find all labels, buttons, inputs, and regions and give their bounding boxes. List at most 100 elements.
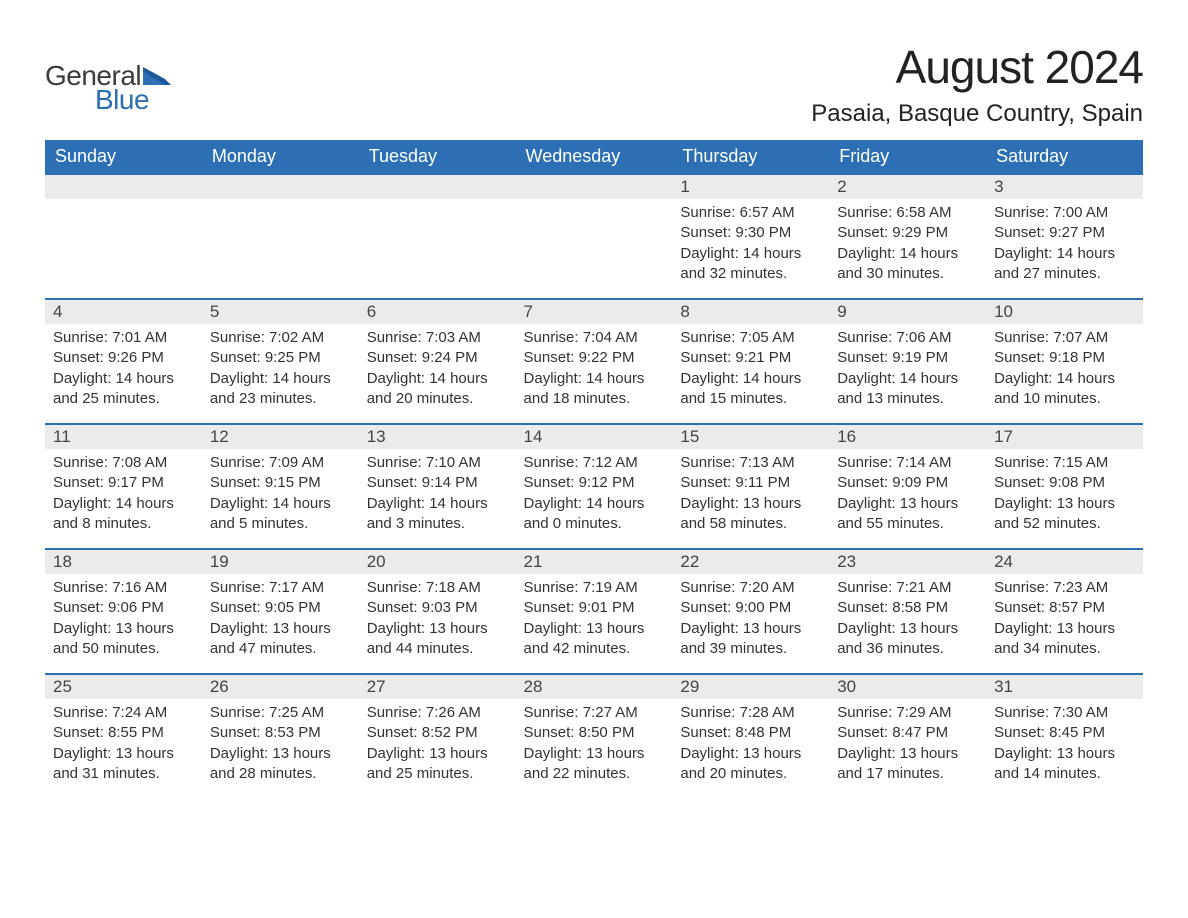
sunrise-label: Sunrise: (994, 329, 1053, 346)
day-details: Sunrise: 7:05 AMSunset: 9:21 PMDaylight:… (672, 324, 829, 409)
day-details: Sunrise: 6:58 AMSunset: 9:29 PMDaylight:… (829, 199, 986, 284)
day-details: Sunrise: 7:24 AMSunset: 8:55 PMDaylight:… (45, 699, 202, 784)
sunrise-label: Sunrise: (524, 329, 583, 346)
sunrise-label: Sunrise: (837, 704, 896, 721)
calendar-cell: 24Sunrise: 7:23 AMSunset: 8:57 PMDayligh… (986, 548, 1143, 673)
calendar-cell: 11Sunrise: 7:08 AMSunset: 9:17 PMDayligh… (45, 423, 202, 548)
daylight-label: Daylight: (994, 370, 1057, 387)
calendar-cell: 10Sunrise: 7:07 AMSunset: 9:18 PMDayligh… (986, 298, 1143, 423)
sunset-value: 9:29 PM (892, 224, 948, 241)
day-number-empty: . (45, 175, 202, 199)
sunrise-value: 7:25 AM (269, 704, 324, 721)
sunset-value: 8:58 PM (892, 599, 948, 616)
day-number: 22 (672, 550, 829, 574)
weekday-header-row: SundayMondayTuesdayWednesdayThursdayFrid… (45, 140, 1143, 173)
sunset-label: Sunset: (367, 599, 422, 616)
sunrise-label: Sunrise: (680, 704, 739, 721)
day-details: Sunrise: 7:26 AMSunset: 8:52 PMDaylight:… (359, 699, 516, 784)
sunrise-value: 7:14 AM (896, 454, 951, 471)
day-number: 9 (829, 300, 986, 324)
calendar-cell: 26Sunrise: 7:25 AMSunset: 8:53 PMDayligh… (202, 673, 359, 798)
sunset-value: 9:11 PM (735, 474, 790, 491)
location: Pasaia, Basque Country, Spain (811, 100, 1143, 128)
weekday-header: Monday (202, 140, 359, 173)
day-number: 21 (516, 550, 673, 574)
calendar-cell: 30Sunrise: 7:29 AMSunset: 8:47 PMDayligh… (829, 673, 986, 798)
daylight-label: Daylight: (210, 745, 273, 762)
sunrise-label: Sunrise: (367, 579, 426, 596)
day-number: 26 (202, 675, 359, 699)
day-number: 11 (45, 425, 202, 449)
sunset-label: Sunset: (53, 474, 108, 491)
day-number: 16 (829, 425, 986, 449)
sunset-value: 9:05 PM (265, 599, 321, 616)
sunrise-label: Sunrise: (837, 204, 896, 221)
sunrise-value: 7:00 AM (1053, 204, 1108, 221)
day-number: 20 (359, 550, 516, 574)
sunrise-value: 7:07 AM (1053, 329, 1108, 346)
sunrise-value: 7:01 AM (112, 329, 167, 346)
sunset-label: Sunset: (210, 474, 265, 491)
day-number: 3 (986, 175, 1143, 199)
daylight-label: Daylight: (53, 620, 116, 637)
calendar-body: ....1Sunrise: 6:57 AMSunset: 9:30 PMDayl… (45, 173, 1143, 798)
daylight-label: Daylight: (994, 245, 1057, 262)
sunrise-label: Sunrise: (524, 579, 583, 596)
sunrise-value: 7:24 AM (112, 704, 167, 721)
daylight-label: Daylight: (837, 370, 900, 387)
sunset-label: Sunset: (680, 349, 735, 366)
sunset-value: 9:21 PM (735, 349, 791, 366)
day-details: Sunrise: 7:03 AMSunset: 9:24 PMDaylight:… (359, 324, 516, 409)
sunset-value: 8:53 PM (265, 724, 321, 741)
weekday-header: Tuesday (359, 140, 516, 173)
sunset-label: Sunset: (994, 474, 1049, 491)
sunset-value: 9:19 PM (892, 349, 948, 366)
sunset-value: 9:25 PM (265, 349, 321, 366)
day-number: 13 (359, 425, 516, 449)
sunrise-label: Sunrise: (680, 454, 739, 471)
sunrise-label: Sunrise: (367, 454, 426, 471)
calendar-cell: 31Sunrise: 7:30 AMSunset: 8:45 PMDayligh… (986, 673, 1143, 798)
daylight-label: Daylight: (524, 620, 587, 637)
sunset-label: Sunset: (680, 474, 735, 491)
sunset-value: 9:27 PM (1049, 224, 1105, 241)
day-details: Sunrise: 7:28 AMSunset: 8:48 PMDaylight:… (672, 699, 829, 784)
day-number: 5 (202, 300, 359, 324)
sunrise-label: Sunrise: (210, 704, 269, 721)
calendar-cell: 13Sunrise: 7:10 AMSunset: 9:14 PMDayligh… (359, 423, 516, 548)
sunrise-label: Sunrise: (837, 329, 896, 346)
calendar-cell: 12Sunrise: 7:09 AMSunset: 9:15 PMDayligh… (202, 423, 359, 548)
calendar-cell: 7Sunrise: 7:04 AMSunset: 9:22 PMDaylight… (516, 298, 673, 423)
sunset-value: 8:45 PM (1049, 724, 1105, 741)
daylight-label: Daylight: (994, 620, 1057, 637)
sunrise-label: Sunrise: (524, 704, 583, 721)
calendar-week: 18Sunrise: 7:16 AMSunset: 9:06 PMDayligh… (45, 548, 1143, 673)
sunrise-value: 7:27 AM (583, 704, 638, 721)
sunset-label: Sunset: (210, 599, 265, 616)
calendar-week: 11Sunrise: 7:08 AMSunset: 9:17 PMDayligh… (45, 423, 1143, 548)
sunrise-value: 7:02 AM (269, 329, 324, 346)
day-number: 2 (829, 175, 986, 199)
sunset-value: 9:18 PM (1049, 349, 1105, 366)
sunrise-label: Sunrise: (680, 204, 739, 221)
calendar-cell: . (202, 173, 359, 298)
calendar-cell: 19Sunrise: 7:17 AMSunset: 9:05 PMDayligh… (202, 548, 359, 673)
sunrise-label: Sunrise: (994, 704, 1053, 721)
sunrise-value: 7:17 AM (269, 579, 324, 596)
day-number-empty: . (359, 175, 516, 199)
day-number: 7 (516, 300, 673, 324)
calendar-cell: 1Sunrise: 6:57 AMSunset: 9:30 PMDaylight… (672, 173, 829, 298)
weekday-header: Sunday (45, 140, 202, 173)
day-details: Sunrise: 7:01 AMSunset: 9:26 PMDaylight:… (45, 324, 202, 409)
sunrise-value: 7:18 AM (426, 579, 481, 596)
daylight-label: Daylight: (680, 620, 743, 637)
daylight-label: Daylight: (53, 370, 116, 387)
sunrise-value: 6:58 AM (896, 204, 951, 221)
calendar-cell: 5Sunrise: 7:02 AMSunset: 9:25 PMDaylight… (202, 298, 359, 423)
sunset-value: 9:30 PM (735, 224, 791, 241)
day-details: Sunrise: 7:27 AMSunset: 8:50 PMDaylight:… (516, 699, 673, 784)
sunset-value: 9:12 PM (579, 474, 635, 491)
sunset-label: Sunset: (367, 724, 422, 741)
sunrise-value: 7:21 AM (896, 579, 951, 596)
sunset-value: 9:22 PM (579, 349, 635, 366)
